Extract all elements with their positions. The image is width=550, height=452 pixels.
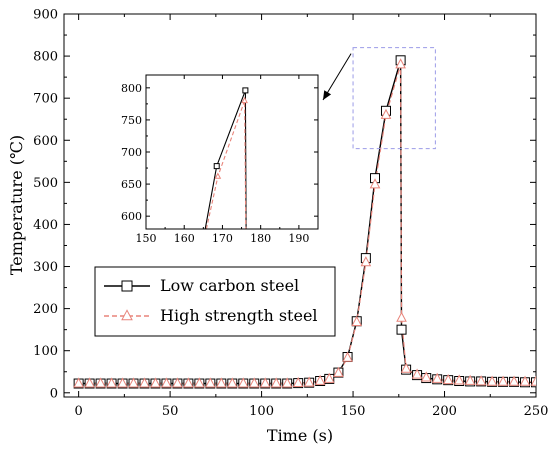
high-strength-marker xyxy=(117,377,128,388)
y-tick-label-200: 200 xyxy=(33,302,58,317)
high-strength-marker xyxy=(270,377,282,388)
high-strength-marker xyxy=(475,375,487,386)
inset-y-tick-label-750: 750 xyxy=(121,114,142,127)
high-strength-marker xyxy=(508,375,520,386)
inset-high-strength-marker xyxy=(241,96,248,104)
high-strength-marker xyxy=(420,371,432,382)
y-axis-title: Temperature (℃) xyxy=(7,135,26,275)
high-strength-marker xyxy=(194,377,205,388)
high-strength-marker xyxy=(281,377,293,388)
inset-x-tick-label-170: 170 xyxy=(212,232,233,245)
high-strength-marker xyxy=(226,377,238,388)
high-strength-marker xyxy=(84,377,95,388)
high-strength-marker xyxy=(411,368,423,379)
high-strength-marker xyxy=(183,377,194,388)
zoom-region-box xyxy=(352,47,436,150)
high-strength-marker xyxy=(442,373,454,385)
x-tick-label-150: 150 xyxy=(341,404,366,419)
high-strength-marker xyxy=(95,377,106,388)
high-strength-marker xyxy=(161,377,172,388)
x-tick-label-0: 0 xyxy=(74,404,82,419)
y-tick-label-400: 400 xyxy=(33,218,58,233)
inset-series-group xyxy=(204,87,249,229)
high-strength-marker xyxy=(237,377,249,388)
inset-axis-ticks: 150 160 170 180 190 600 650 700 750 800 xyxy=(121,75,318,245)
high-strength-marker xyxy=(323,372,335,383)
inset-series-line-high-strength xyxy=(205,100,247,229)
main-series-group xyxy=(73,55,536,389)
high-strength-marker xyxy=(369,178,381,189)
high-strength-marker xyxy=(259,377,271,388)
high-strength-marker xyxy=(519,375,531,386)
high-strength-marker xyxy=(395,58,406,69)
y-tick-label-500: 500 xyxy=(33,176,58,191)
inset-x-tick-label-180: 180 xyxy=(250,232,271,245)
inset-high-strength-marker xyxy=(214,172,222,179)
high-strength-marker xyxy=(497,375,509,386)
high-strength-marker xyxy=(248,377,260,388)
high-strength-marker xyxy=(486,375,498,386)
x-tick-label-50: 50 xyxy=(162,404,179,419)
high-strength-marker xyxy=(396,311,407,322)
legend-marker-high-strength xyxy=(121,309,133,321)
low-carbon-marker xyxy=(396,324,407,335)
high-strength-marker xyxy=(314,374,326,385)
legend-marker-low-carbon xyxy=(121,280,133,292)
high-strength-marker xyxy=(128,377,139,388)
high-strength-marker xyxy=(453,374,465,385)
inset-chart: 150 160 170 180 190 600 650 700 750 800 xyxy=(121,74,319,245)
high-strength-marker xyxy=(139,377,150,388)
x-tick-label-250: 250 xyxy=(524,404,549,419)
y-tick-label-600: 600 xyxy=(33,134,58,149)
x-tick-label-100: 100 xyxy=(249,404,274,419)
inset-series-line-low-carbon xyxy=(204,90,247,229)
legend: Low carbon steel High strength steel xyxy=(94,266,336,337)
zoom-arrow xyxy=(322,53,352,101)
legend-box xyxy=(94,266,336,337)
high-strength-marker xyxy=(303,376,315,387)
inset-y-tick-label-800: 800 xyxy=(121,82,142,95)
inset-low-carbon-marker xyxy=(242,87,249,94)
inset-x-tick-label-160: 160 xyxy=(174,232,195,245)
high-strength-marker xyxy=(360,256,372,267)
y-tick-label-700: 700 xyxy=(33,92,58,107)
inset-y-tick-label-600: 600 xyxy=(121,210,142,223)
high-strength-marker xyxy=(216,377,227,388)
y-tick-label-0: 0 xyxy=(50,386,58,401)
inset-x-tick-label-190: 190 xyxy=(288,232,309,245)
inset-x-tick-label-150: 150 xyxy=(136,232,157,245)
legend-label-high-strength: High strength steel xyxy=(160,306,318,325)
high-strength-marker xyxy=(530,375,536,386)
high-strength-marker xyxy=(400,362,412,373)
plot-frame xyxy=(63,13,537,398)
high-strength-marker xyxy=(342,351,353,362)
legend-entries xyxy=(104,280,150,321)
y-tick-label-100: 100 xyxy=(33,344,58,359)
y-tick-label-900: 900 xyxy=(33,8,58,23)
legend-label-low-carbon: Low carbon steel xyxy=(160,276,299,295)
inset-y-tick-label-650: 650 xyxy=(121,178,142,191)
high-strength-marker xyxy=(431,372,443,383)
high-strength-marker xyxy=(464,374,476,385)
high-strength-marker xyxy=(150,377,161,388)
y-tick-label-300: 300 xyxy=(33,260,58,275)
inset-y-tick-label-700: 700 xyxy=(121,146,142,159)
high-strength-marker xyxy=(380,108,392,119)
high-strength-marker xyxy=(172,377,183,388)
x-tick-label-200: 200 xyxy=(432,404,457,419)
inset-low-carbon-marker xyxy=(213,163,220,170)
high-strength-marker xyxy=(292,376,304,388)
high-strength-marker xyxy=(205,377,216,388)
inset-background xyxy=(146,75,318,229)
high-strength-marker xyxy=(106,377,117,388)
y-tick-label-800: 800 xyxy=(33,50,58,65)
high-strength-marker xyxy=(73,377,84,388)
x-axis-title: Time (s) xyxy=(267,426,333,445)
main-axis-ticks: 0 50 100 150 200 250 0 100 200 300 400 500 600 700 800… xyxy=(33,8,548,420)
high-strength-marker xyxy=(333,366,344,377)
high-strength-marker xyxy=(351,315,363,327)
zoom-arrow-head xyxy=(323,90,332,100)
